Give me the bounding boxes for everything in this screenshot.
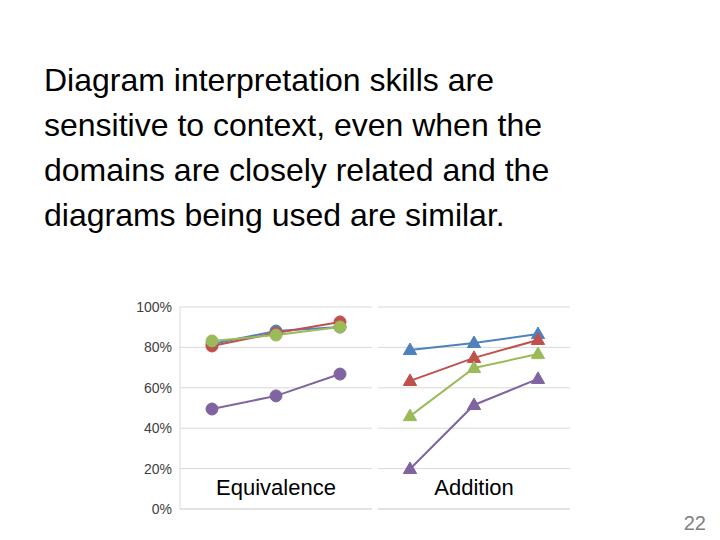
svg-text:60%: 60% (144, 380, 172, 396)
html-text:diagrams being used are simila: diagrams being used are similar. (44, 197, 505, 233)
html-text:22: 22 (683, 512, 706, 534)
svg-text:0%: 0% (152, 501, 172, 517)
html-text:Diagram interpretation skills: Diagram interpretation skills are (44, 62, 494, 98)
svg-text:100%: 100% (136, 299, 172, 315)
svg-text:40%: 40% (144, 420, 172, 436)
svg-text:20%: 20% (144, 461, 172, 477)
html-text:Addition: Addition (434, 475, 514, 500)
html-text:Equivalence: Equivalence (216, 475, 336, 500)
html-text:sensitive to context, even whe: sensitive to context, even when the (44, 107, 543, 143)
html-text:domains are closely related an: domains are closely related and the (44, 152, 550, 188)
svg-text:80%: 80% (144, 339, 172, 355)
